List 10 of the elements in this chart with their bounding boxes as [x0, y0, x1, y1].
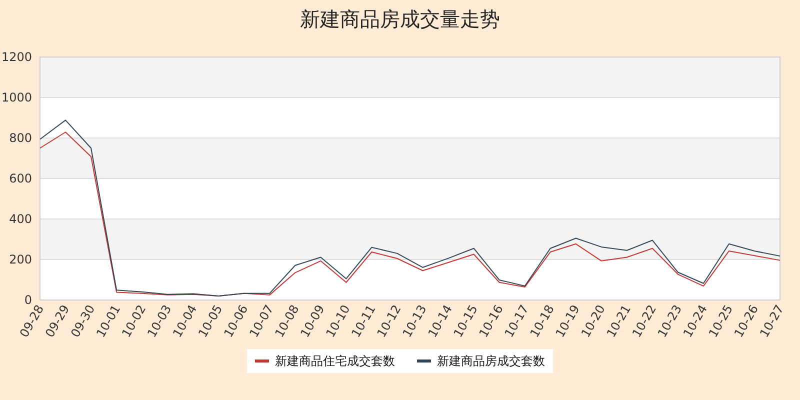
y-tick-label: 200: [9, 252, 32, 266]
y-tick-label: 800: [9, 131, 32, 145]
legend-label: 新建商品房成交套数: [437, 354, 545, 368]
y-tick-label: 0: [24, 293, 32, 307]
y-tick-label: 600: [9, 172, 32, 186]
chart-title: 新建商品房成交量走势: [300, 7, 500, 31]
legend-label: 新建商品住宅成交套数: [275, 354, 395, 368]
y-tick-label: 1000: [1, 90, 32, 104]
y-tick-label: 1200: [1, 50, 32, 64]
y-tick-label: 400: [9, 212, 32, 226]
